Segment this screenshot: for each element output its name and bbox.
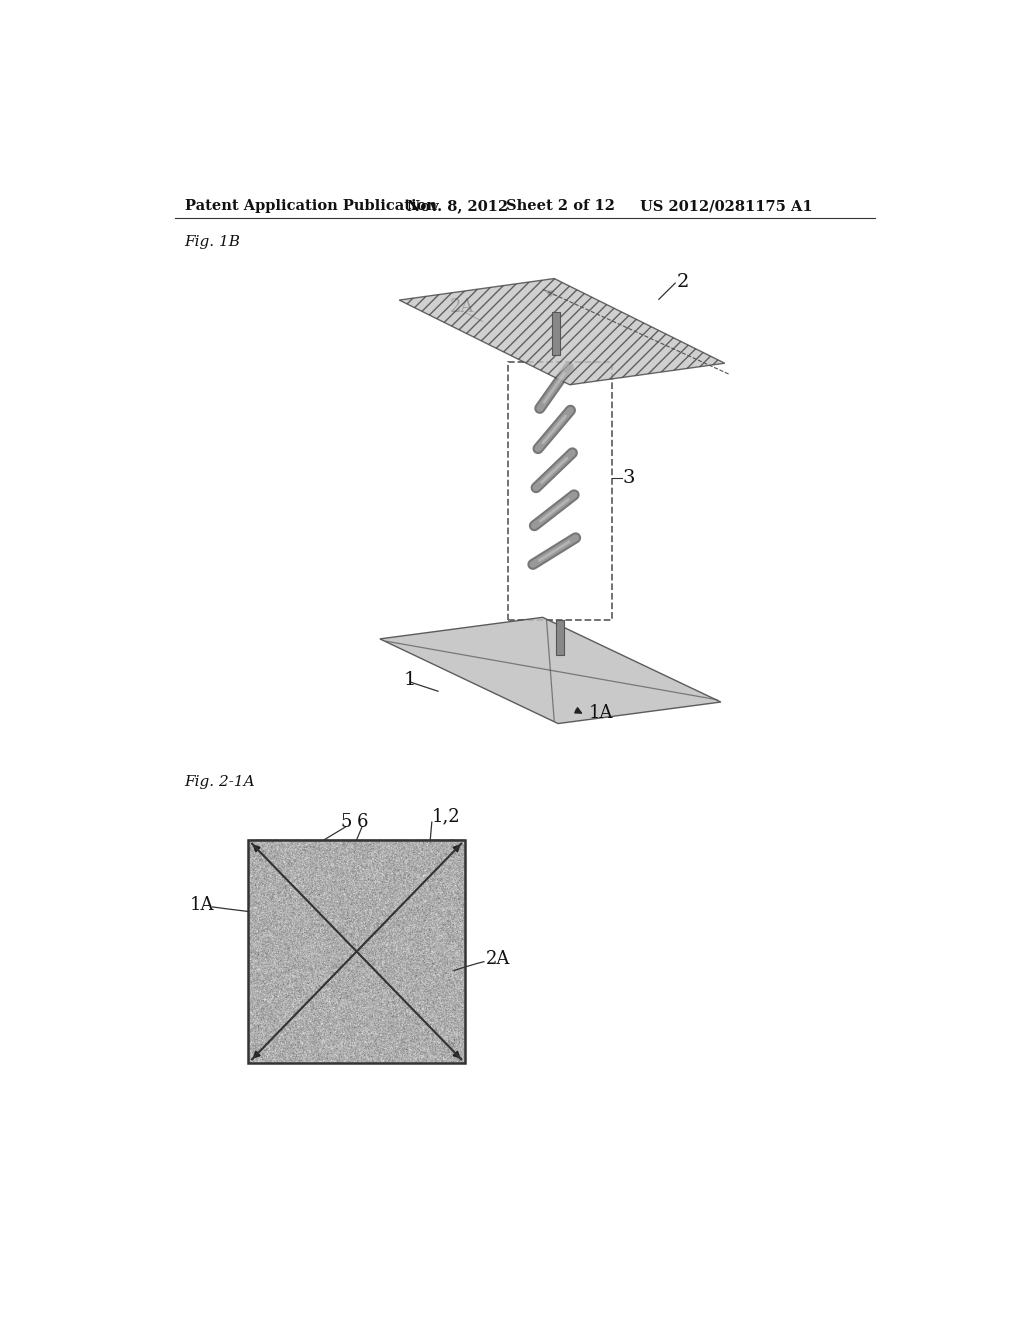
- Text: 1A: 1A: [589, 704, 613, 722]
- Text: 2: 2: [677, 273, 689, 290]
- Text: Patent Application Publication: Patent Application Publication: [184, 199, 436, 213]
- Polygon shape: [399, 279, 725, 385]
- Text: 1A: 1A: [190, 896, 214, 915]
- Bar: [552, 313, 560, 355]
- Text: Fig. 1B: Fig. 1B: [184, 235, 241, 248]
- Text: 5: 5: [340, 813, 351, 832]
- Text: 2A: 2A: [450, 298, 474, 315]
- Text: Nov. 8, 2012: Nov. 8, 2012: [407, 199, 508, 213]
- Text: Fig. 2-1A: Fig. 2-1A: [184, 775, 255, 789]
- Text: 6: 6: [356, 813, 368, 832]
- Bar: [248, 840, 465, 1063]
- Text: 2A: 2A: [486, 950, 510, 968]
- Bar: [508, 363, 612, 620]
- Text: 1: 1: [403, 672, 416, 689]
- Text: 3: 3: [623, 469, 635, 487]
- Polygon shape: [380, 618, 721, 723]
- Bar: [556, 620, 564, 655]
- Text: Sheet 2 of 12: Sheet 2 of 12: [506, 199, 615, 213]
- Text: US 2012/0281175 A1: US 2012/0281175 A1: [640, 199, 812, 213]
- Text: 1,2: 1,2: [432, 808, 461, 826]
